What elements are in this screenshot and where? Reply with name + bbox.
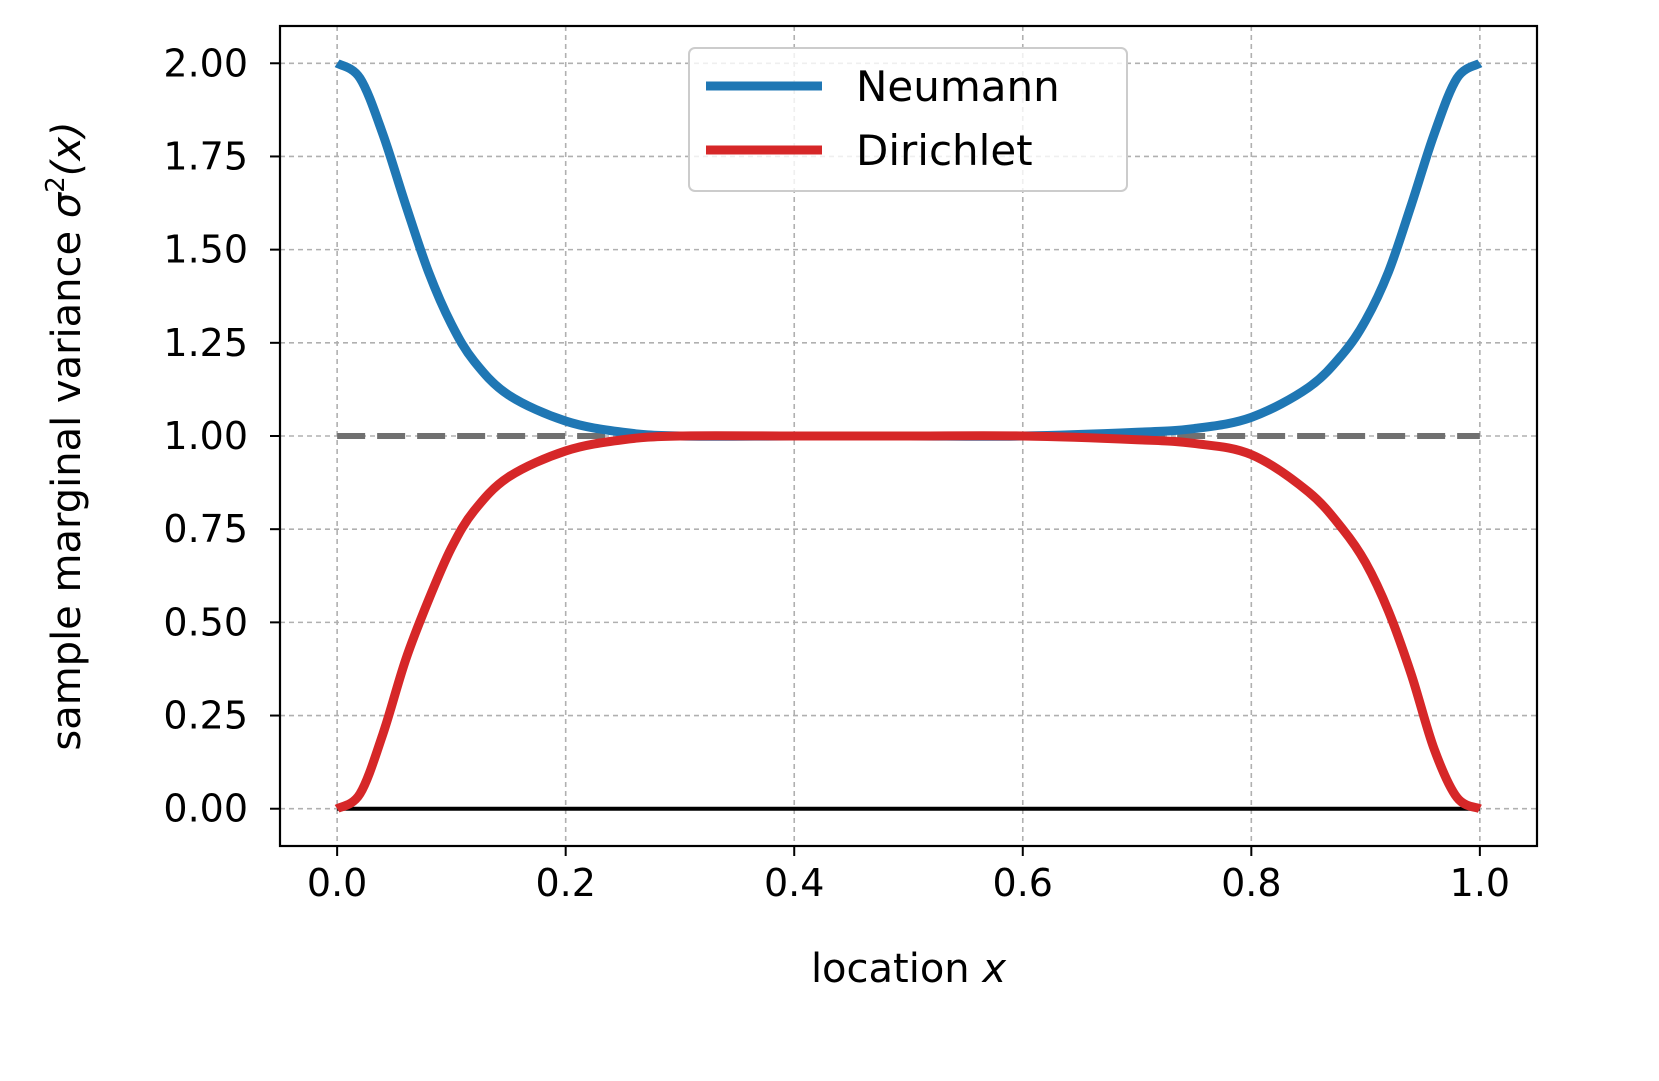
x-tick-label-0: 0.0: [307, 861, 367, 905]
legend-label-neumann: Neumann: [856, 62, 1060, 111]
y-tick-label-3: 0.75: [163, 507, 248, 551]
y-tick-label-8: 2.00: [163, 41, 248, 85]
x-axis-label-var: x: [980, 946, 1006, 992]
y-axis-label-sym: σ: [44, 191, 90, 218]
x-tick-label-1: 0.2: [535, 861, 595, 905]
x-axis-label-text: location: [811, 946, 970, 992]
y-axis-label: sample marginal variance σ2(x): [41, 121, 90, 750]
x-tick-label-2: 0.4: [764, 861, 824, 905]
y-tick-label-5: 1.25: [163, 321, 248, 365]
y-ticks: 0.00 0.25 0.50 0.75 1.00 1.25 1.50 1.75 2.00: [163, 41, 280, 831]
x-tick-label-4: 0.8: [1221, 861, 1281, 905]
legend: Neumann Dirichlet: [688, 47, 1128, 192]
x-tick-label-5: 1.0: [1450, 861, 1510, 905]
x-axis-label: location x: [811, 946, 1006, 992]
y-tick-label-6: 1.50: [163, 228, 248, 272]
series-line-dirichlet: [334, 431, 1482, 813]
x-ticks: 0.0 0.2 0.4 0.6 0.8 1.0: [307, 846, 1510, 905]
y-tick-label-7: 1.75: [163, 134, 248, 178]
y-axis-label-text: sample marginal variance: [44, 231, 90, 751]
legend-label-dirichlet: Dirichlet: [856, 126, 1033, 175]
y-tick-label-1: 0.25: [163, 694, 248, 738]
x-tick-label-3: 0.6: [993, 861, 1053, 905]
y-tick-label-4: 1.00: [163, 414, 248, 458]
y-axis-label-arg: (x): [44, 121, 90, 176]
y-axis-label-sup: 2: [41, 176, 71, 193]
y-tick-label-2: 0.50: [163, 600, 248, 644]
series-lines: [334, 59, 1483, 813]
y-tick-label-0: 0.00: [163, 787, 248, 831]
